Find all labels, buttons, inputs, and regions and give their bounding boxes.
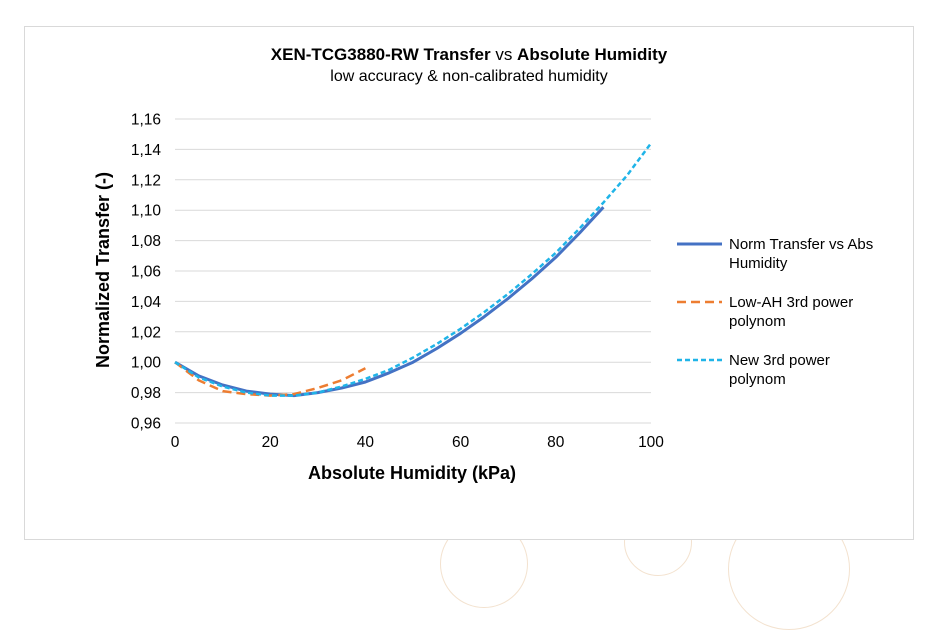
x-tick-label: 40 bbox=[357, 434, 375, 451]
series-line bbox=[174, 142, 653, 397]
legend-label-line: Humidity bbox=[729, 255, 788, 272]
y-tick-label: 0,98 bbox=[131, 385, 161, 402]
y-axis-ticks: 0,96 0,98 1,00 1,02 1,04 1,06 1,08 1,10 1,12 1,14… bbox=[131, 112, 162, 433]
chart-title-part: Absolute Humidity bbox=[517, 45, 668, 64]
gridlines bbox=[175, 118, 651, 424]
legend-label-line: polynom bbox=[729, 371, 786, 388]
y-tick-label: 0,96 bbox=[131, 416, 161, 433]
series-line bbox=[174, 206, 605, 398]
legend-label-line: polynom bbox=[729, 313, 786, 330]
x-tick-label: 20 bbox=[262, 434, 280, 451]
y-tick-label: 1,10 bbox=[131, 203, 162, 220]
x-tick-label: 100 bbox=[638, 434, 664, 451]
x-axis-ticks: 0 20 40 60 80 100 bbox=[171, 434, 665, 451]
y-tick-label: 1,16 bbox=[131, 112, 161, 129]
series-lines bbox=[174, 142, 653, 398]
y-tick-label: 1,06 bbox=[131, 264, 161, 281]
series-line bbox=[174, 361, 366, 397]
legend-label: Low-AH 3rd power polynom bbox=[729, 294, 853, 330]
y-tick-label: 1,12 bbox=[131, 172, 161, 189]
legend: Norm Transfer vs Abs Humidity Low-AH 3rd p… bbox=[677, 236, 873, 388]
legend-label-line: New 3rd power bbox=[729, 352, 830, 369]
y-tick-label: 1,14 bbox=[131, 142, 162, 159]
legend-label-line: Norm Transfer vs Abs bbox=[729, 236, 873, 253]
y-axis-title: Normalized Transfer (-) bbox=[93, 172, 113, 368]
x-tick-label: 80 bbox=[547, 434, 565, 451]
x-tick-label: 60 bbox=[452, 434, 470, 451]
legend-label-line: Low-AH 3rd power bbox=[729, 294, 853, 311]
y-tick-label: 1,08 bbox=[131, 233, 161, 250]
chart-frame: XEN-TCG3880-RW Transfer vs Absolute Humi… bbox=[24, 26, 914, 540]
legend-label: New 3rd power polynom bbox=[729, 352, 830, 388]
chart-title-part: XEN-TCG3880-RW Transfer bbox=[271, 45, 491, 64]
x-axis-title: Absolute Humidity (kPa) bbox=[308, 463, 516, 483]
y-tick-label: 1,00 bbox=[131, 355, 162, 372]
legend-label: Norm Transfer vs Abs Humidity bbox=[729, 236, 873, 272]
chart-subtitle: low accuracy & non-calibrated humidity bbox=[330, 68, 607, 85]
chart-title-part: vs bbox=[491, 45, 517, 64]
chart-svg: XEN-TCG3880-RW Transfer vs Absolute Humi… bbox=[93, 45, 873, 483]
chart-title: XEN-TCG3880-RW Transfer vs Absolute Humi… bbox=[271, 45, 668, 64]
y-tick-label: 1,02 bbox=[131, 324, 161, 341]
y-tick-label: 1,04 bbox=[131, 294, 162, 311]
x-tick-label: 0 bbox=[171, 434, 180, 451]
